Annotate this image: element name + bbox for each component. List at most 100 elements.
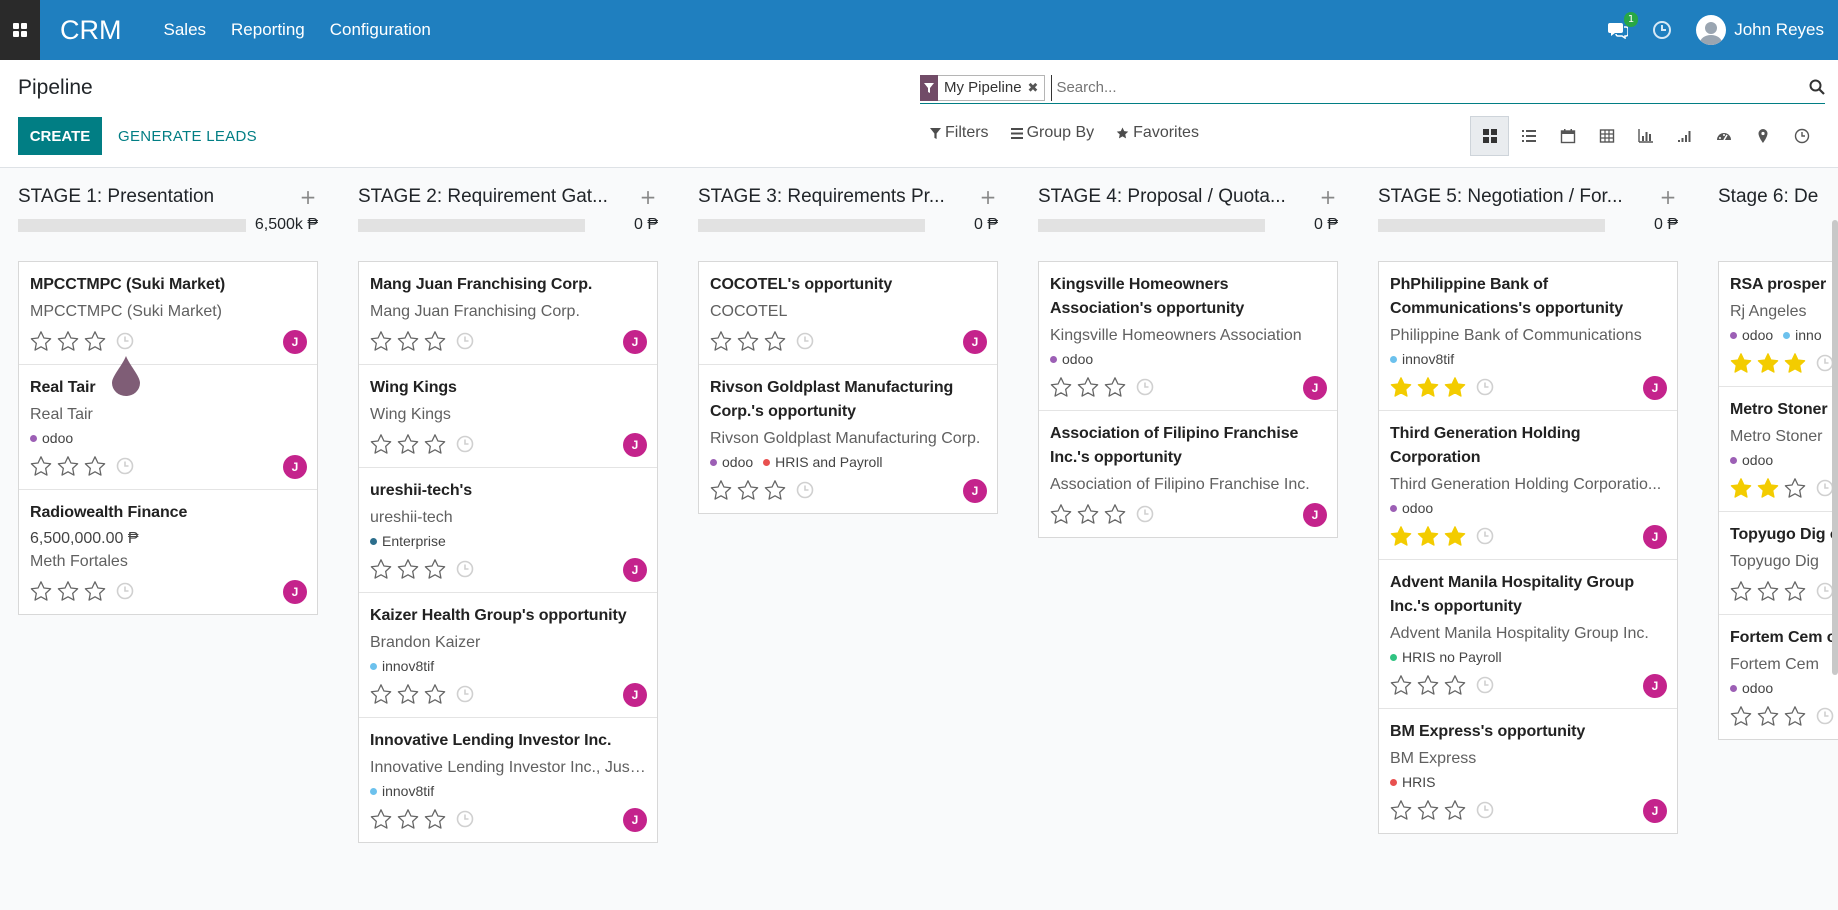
view-kanban-button[interactable] (1470, 116, 1509, 156)
star-empty-icon[interactable] (424, 683, 446, 705)
star-empty-icon[interactable] (424, 808, 446, 830)
star-empty-icon[interactable] (57, 330, 79, 352)
create-button[interactable]: CREATE (18, 117, 102, 155)
opportunity-card[interactable]: Fortem Cem opportunity Fortem Cem odoo (1719, 615, 1838, 739)
star-empty-icon[interactable] (1050, 376, 1072, 398)
assignee-avatar[interactable]: J (283, 455, 307, 479)
assignee-avatar[interactable]: J (623, 558, 647, 582)
star-empty-icon[interactable] (1417, 799, 1439, 821)
star-empty-icon[interactable] (397, 808, 419, 830)
opportunity-card[interactable]: Third Generation Holding Corporation Thir… (1379, 411, 1677, 560)
apps-menu-button[interactable] (0, 0, 40, 60)
app-brand[interactable]: CRM (60, 14, 122, 45)
star-empty-icon[interactable] (370, 683, 392, 705)
star-empty-icon[interactable] (84, 455, 106, 477)
star-empty-icon[interactable] (30, 580, 52, 602)
progress-bar[interactable] (1378, 218, 1605, 232)
star-filled-icon[interactable] (1417, 376, 1439, 398)
assignee-avatar[interactable]: J (1643, 525, 1667, 549)
activity-clock-icon[interactable] (796, 481, 814, 499)
opportunity-card[interactable]: RSA prosper Rj Angeles odoo inno (1719, 262, 1838, 387)
star-empty-icon[interactable] (424, 558, 446, 580)
star-filled-icon[interactable] (1444, 376, 1466, 398)
star-empty-icon[interactable] (84, 580, 106, 602)
star-empty-icon[interactable] (710, 330, 732, 352)
star-empty-icon[interactable] (1784, 477, 1806, 499)
filters-dropdown[interactable]: Filters (930, 124, 989, 142)
star-empty-icon[interactable] (370, 808, 392, 830)
view-dashboard-button[interactable] (1704, 116, 1743, 156)
user-menu[interactable]: John Reyes (1696, 15, 1824, 45)
assignee-avatar[interactable]: J (283, 580, 307, 604)
column-title[interactable]: STAGE 4: Proposal / Quota... (1038, 186, 1286, 207)
menu-sales[interactable]: Sales (163, 20, 207, 39)
assignee-avatar[interactable]: J (1303, 376, 1327, 400)
activity-clock-icon[interactable] (1816, 707, 1834, 725)
star-empty-icon[interactable] (1104, 503, 1126, 525)
star-empty-icon[interactable] (370, 433, 392, 455)
star-empty-icon[interactable] (30, 330, 52, 352)
opportunity-card[interactable]: Advent Manila Hospitality Group Inc.'s o… (1379, 560, 1677, 709)
opportunity-card[interactable]: Radiowealth Finance 6,500,000.00 ₱ Meth Fo… (19, 490, 317, 614)
star-empty-icon[interactable] (737, 479, 759, 501)
star-empty-icon[interactable] (1757, 705, 1779, 727)
opportunity-card[interactable]: Topyugo Dig opportunity Topyugo Dig (1719, 512, 1838, 615)
star-empty-icon[interactable] (1784, 580, 1806, 602)
star-empty-icon[interactable] (1390, 799, 1412, 821)
star-empty-icon[interactable] (1104, 376, 1126, 398)
star-filled-icon[interactable] (1444, 525, 1466, 547)
assignee-avatar[interactable]: J (623, 683, 647, 707)
progress-bar[interactable] (698, 218, 925, 232)
quick-create-icon[interactable]: + (299, 185, 317, 209)
assignee-avatar[interactable]: J (963, 330, 987, 354)
assignee-avatar[interactable]: J (1643, 376, 1667, 400)
remove-facet-icon[interactable]: ✖ (1027, 79, 1039, 95)
activity-button[interactable] (1652, 20, 1672, 40)
star-empty-icon[interactable] (1444, 799, 1466, 821)
activity-clock-icon[interactable] (1476, 676, 1494, 694)
star-empty-icon[interactable] (1077, 503, 1099, 525)
star-empty-icon[interactable] (57, 580, 79, 602)
star-filled-icon[interactable] (1730, 477, 1752, 499)
quick-create-icon[interactable]: + (1659, 185, 1677, 209)
star-empty-icon[interactable] (424, 433, 446, 455)
star-filled-icon[interactable] (1757, 352, 1779, 374)
star-empty-icon[interactable] (1390, 674, 1412, 696)
view-graph-button[interactable] (1626, 116, 1665, 156)
opportunity-card[interactable]: Kaizer Health Group's opportunity Brandon… (359, 593, 657, 718)
assignee-avatar[interactable]: J (963, 479, 987, 503)
activity-clock-icon[interactable] (116, 457, 134, 475)
star-empty-icon[interactable] (57, 455, 79, 477)
groupby-dropdown[interactable]: Group By (1010, 124, 1094, 142)
activity-clock-icon[interactable] (456, 810, 474, 828)
star-filled-icon[interactable] (1784, 352, 1806, 374)
view-pivot-button[interactable] (1587, 116, 1626, 156)
opportunity-card[interactable]: Kingsville Homeowners Association's oppo… (1039, 262, 1337, 411)
view-list-button[interactable] (1509, 116, 1548, 156)
star-empty-icon[interactable] (764, 479, 786, 501)
opportunity-card[interactable]: Wing Kings Wing Kings J (359, 365, 657, 468)
activity-clock-icon[interactable] (456, 560, 474, 578)
star-empty-icon[interactable] (397, 683, 419, 705)
star-empty-icon[interactable] (1784, 705, 1806, 727)
star-empty-icon[interactable] (710, 479, 732, 501)
activity-clock-icon[interactable] (1136, 505, 1154, 523)
star-empty-icon[interactable] (397, 330, 419, 352)
star-empty-icon[interactable] (1757, 580, 1779, 602)
assignee-avatar[interactable]: J (623, 808, 647, 832)
opportunity-card[interactable]: Real Tair Real Tair odoo J (19, 365, 317, 490)
opportunity-card[interactable]: ureshii-tech's ureshii-tech Enterprise J (359, 468, 657, 593)
star-empty-icon[interactable] (1077, 376, 1099, 398)
assignee-avatar[interactable]: J (283, 330, 307, 354)
star-empty-icon[interactable] (1730, 705, 1752, 727)
progress-bar[interactable] (358, 218, 585, 232)
star-filled-icon[interactable] (1390, 525, 1412, 547)
activity-clock-icon[interactable] (456, 435, 474, 453)
star-empty-icon[interactable] (424, 330, 446, 352)
search-icon[interactable] (1809, 79, 1825, 99)
star-filled-icon[interactable] (1757, 477, 1779, 499)
opportunity-card[interactable]: Innovative Lending Investor Inc. Innovati… (359, 718, 657, 842)
star-filled-icon[interactable] (1417, 525, 1439, 547)
star-empty-icon[interactable] (764, 330, 786, 352)
star-empty-icon[interactable] (737, 330, 759, 352)
